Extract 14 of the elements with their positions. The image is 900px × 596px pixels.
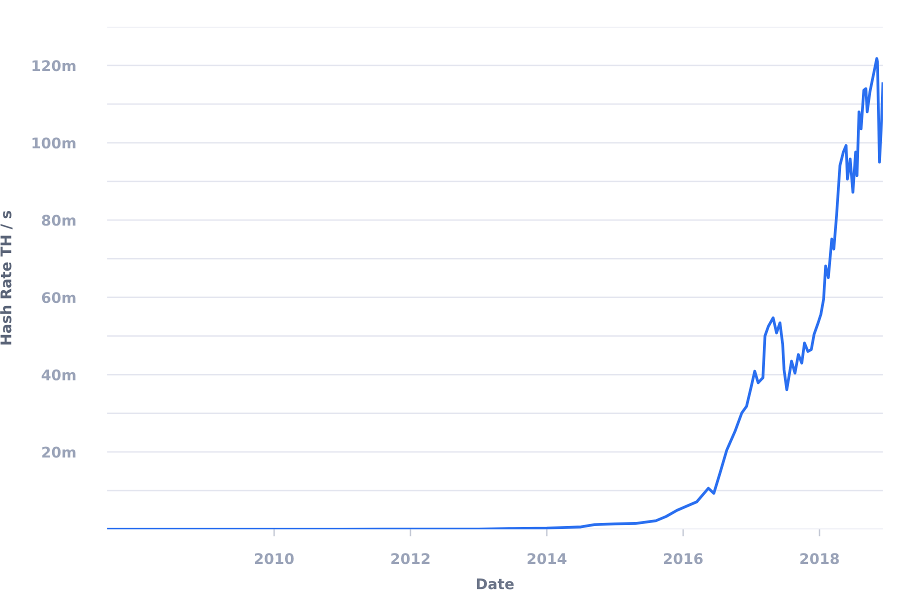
x-tick-label: 2014	[528, 553, 566, 564]
y-axis-title: Hash Rate TH / s	[0, 210, 13, 344]
y-tick-label: 80m	[42, 214, 76, 226]
y-tick-label: 120m	[32, 60, 76, 72]
x-tick-label: 2012	[391, 553, 430, 564]
y-tick-label: 100m	[32, 137, 76, 149]
y-tick-label: 40m	[42, 369, 76, 380]
x-axis-title: Date	[476, 578, 514, 590]
line-series	[107, 57, 883, 530]
x-tick-label: 2018	[800, 553, 839, 564]
x-tick-label: 2016	[664, 553, 703, 564]
x-tick-label: 2010	[254, 553, 294, 564]
y-tick-label: 20m	[42, 446, 76, 458]
y-tick-label: 60m	[42, 292, 76, 304]
